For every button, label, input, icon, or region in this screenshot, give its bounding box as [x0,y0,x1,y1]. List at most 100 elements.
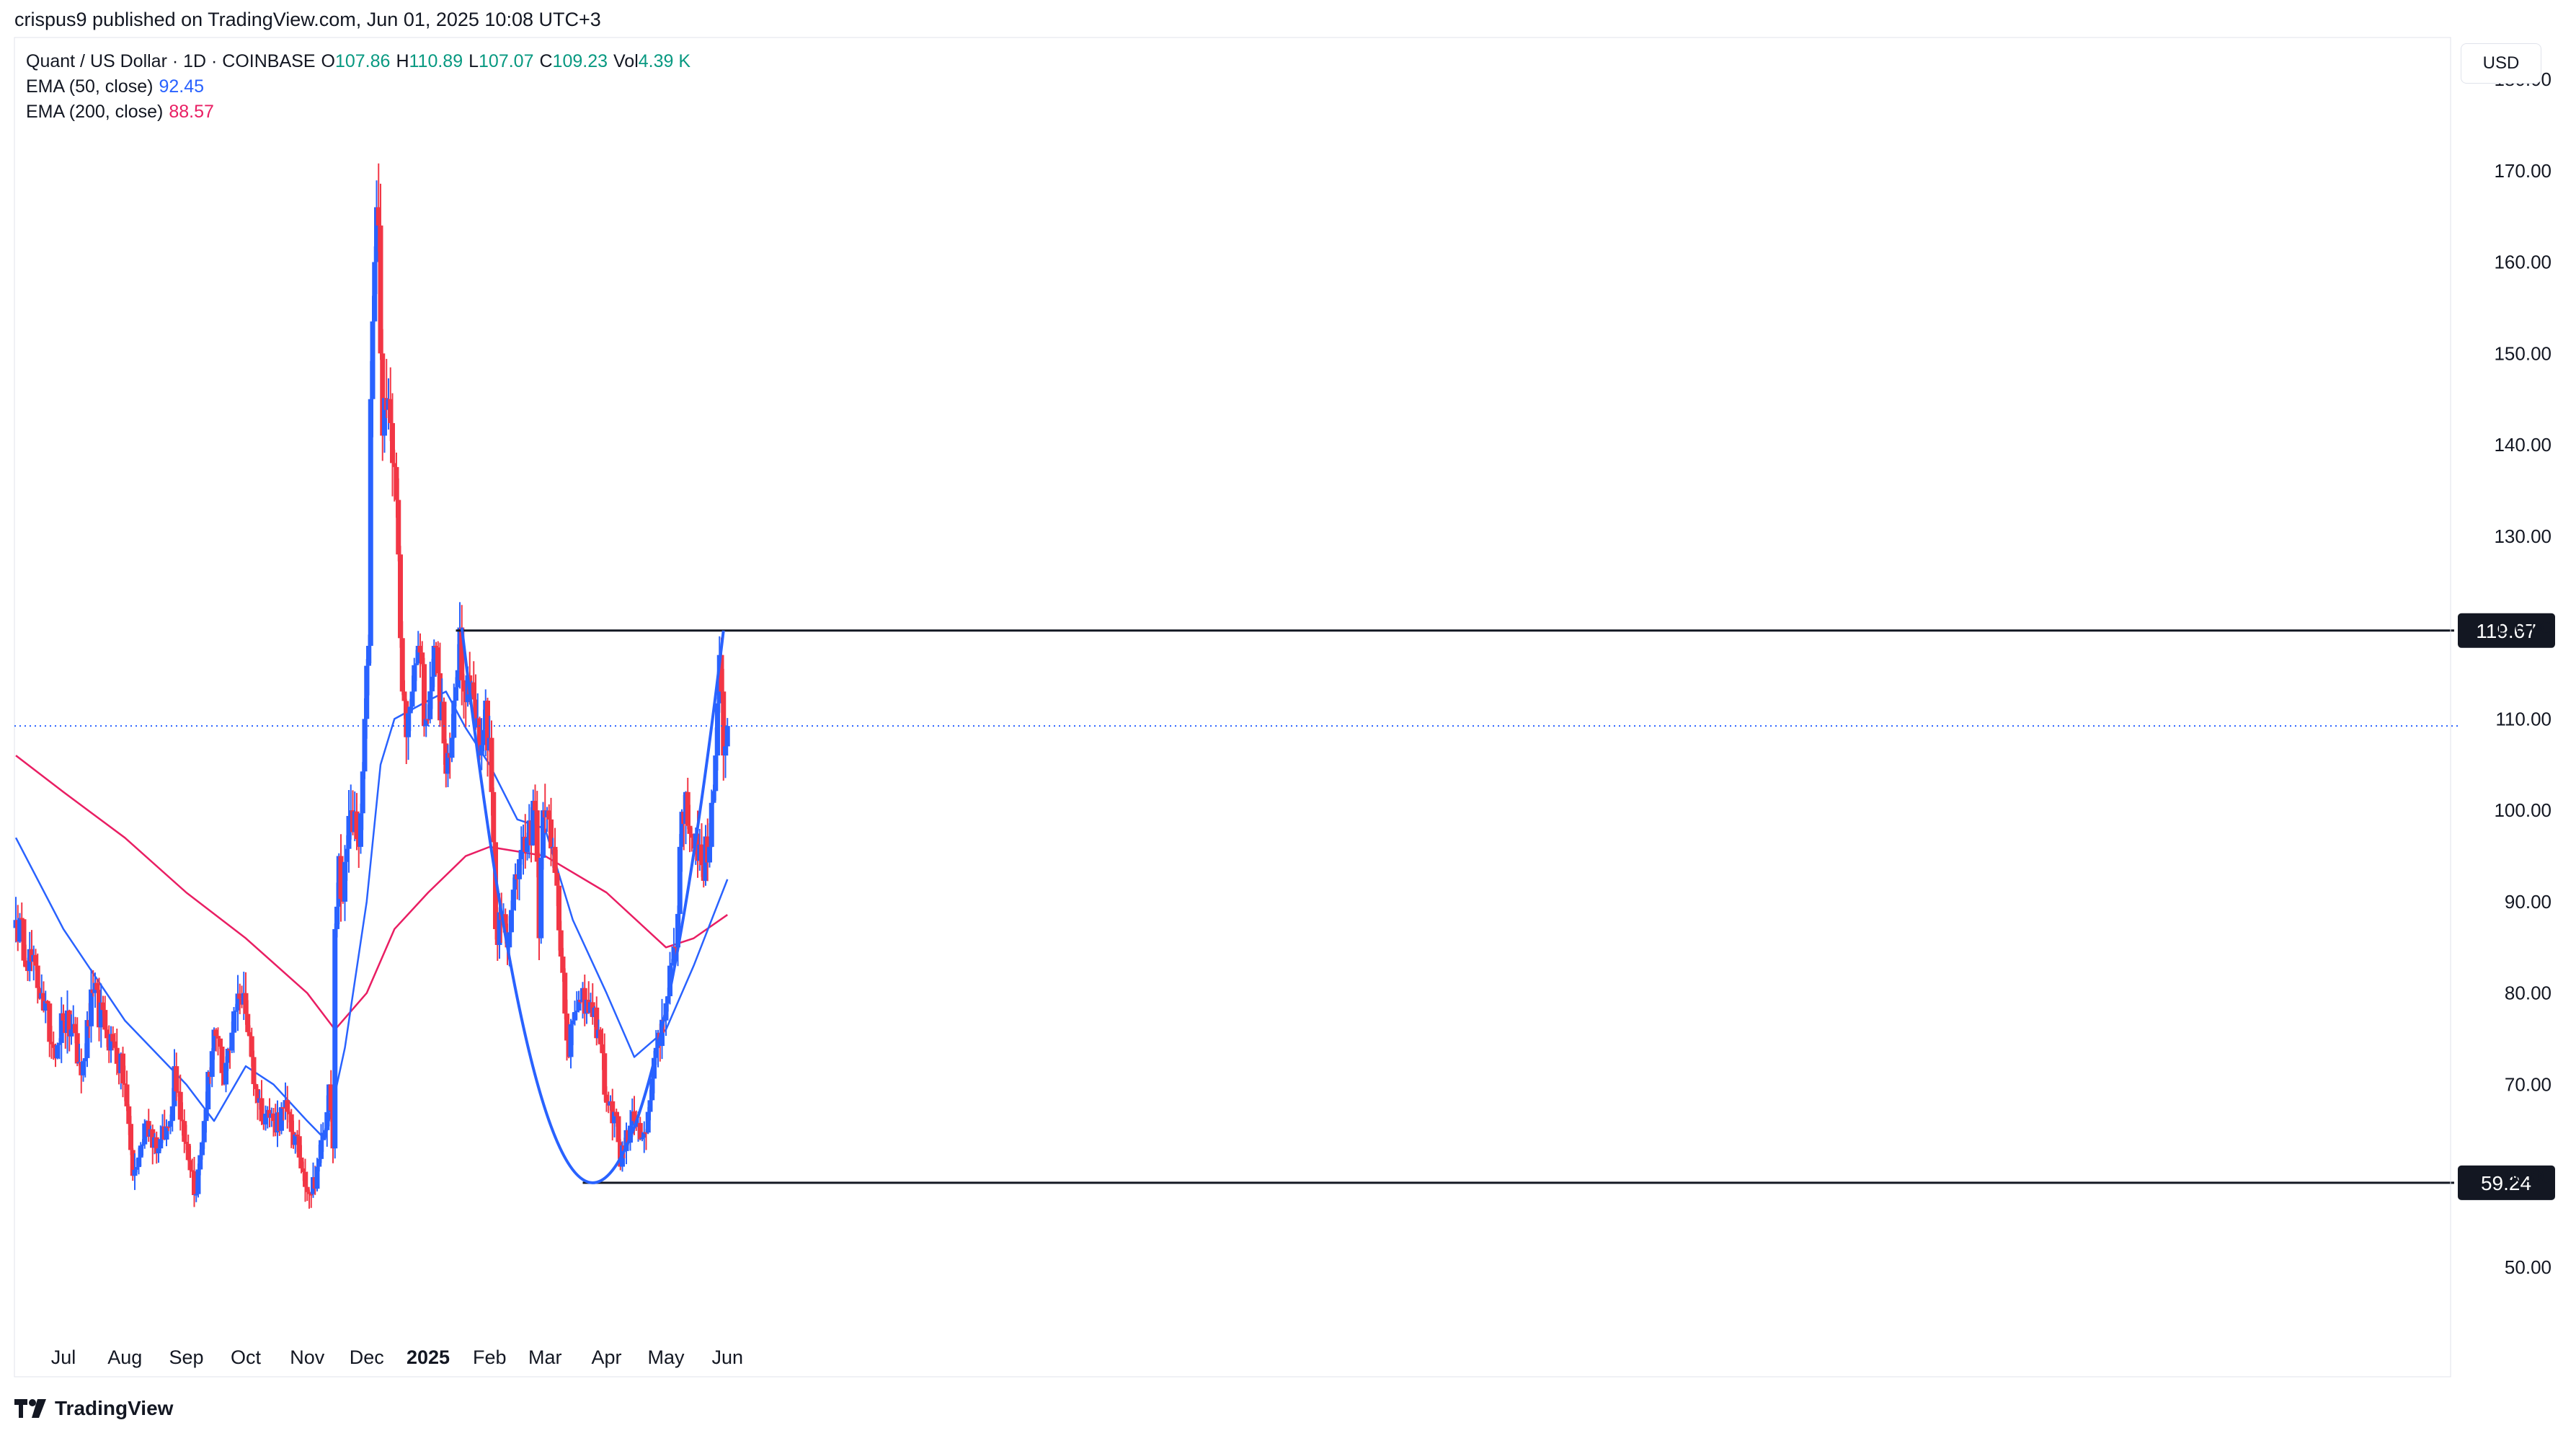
candle-body [370,321,376,399]
ema50-line [14,691,729,1140]
candle-body [320,1132,326,1140]
candle [74,1017,80,1067]
price-tick-label: 150.00 [2494,342,2551,364]
candle-body [124,1084,130,1106]
candle-body [412,665,417,692]
candle-body [190,1170,195,1172]
candle-body [213,1029,219,1037]
candle-body [35,965,40,988]
candle [644,1129,649,1150]
candle [602,1033,608,1102]
candle-body [378,225,383,354]
candle-body [382,398,387,436]
candle-body [192,1171,197,1195]
candle [55,1042,61,1060]
candle [306,1189,312,1209]
candle-body [613,1112,619,1117]
price-tick-label: 160.00 [2494,252,2551,273]
candle [263,1105,268,1131]
legend-ohlc-row: Quant / US Dollar · 1D · COINBASE O 107.8… [26,49,690,74]
open-value: 107.86 [334,51,391,71]
candle [192,1156,197,1207]
candle-body [489,737,494,792]
candle [138,1142,143,1167]
candle [89,969,94,1043]
candle-body [374,207,379,262]
candle-body [576,999,582,1011]
candle-body [293,1135,298,1145]
candle-body [364,665,370,719]
support-label: 59.24 [2481,1172,2531,1194]
candle-body [711,791,716,803]
candle-body [128,1124,133,1150]
candle-body [197,1155,203,1170]
candle [245,1000,251,1036]
candle-body [154,1137,159,1153]
candle-body [73,1024,78,1034]
candle-body [288,1114,294,1132]
candle-body [399,638,405,692]
candle-body [74,1033,80,1064]
candle-body [612,1112,617,1124]
candle-body [169,1106,175,1122]
candle-body [602,1053,608,1095]
candle-body [219,1046,225,1073]
candle-body [719,655,724,692]
time-tick-label: Apr [591,1347,621,1368]
legend: Quant / US Dollar · 1D · COINBASE O 107.8… [26,49,690,125]
candle-body [17,918,22,942]
candle-body [406,713,411,737]
candle-body [667,965,672,997]
candle [235,975,241,1032]
candle-body [50,1044,56,1048]
candle [255,1086,260,1120]
time-tick-label: Nov [290,1347,325,1368]
candle [399,621,405,696]
high-value: 110.89 [409,51,463,71]
candle-body [525,838,530,852]
annotations: 119.67 59.24 [456,613,2555,1200]
candle [19,902,25,921]
currency-button[interactable]: USD [2461,43,2541,84]
tradingview-logo-icon [14,1399,46,1418]
candle-body [425,719,431,721]
ema200-line [15,755,728,1031]
candle-body [723,746,728,756]
candle-body [303,1171,308,1187]
candle [49,1026,54,1059]
candle-body [594,1007,600,1039]
candle [572,1001,577,1026]
candle [154,1131,159,1164]
candle [225,1047,231,1071]
candle-body [217,1038,223,1047]
candle [132,1153,138,1190]
candle-body [195,1169,201,1194]
candle-body [66,1010,72,1037]
candle-body [679,812,685,847]
candle-body [45,1001,50,1004]
candle-body [709,802,714,847]
candle-body [182,1121,187,1143]
candle-body [280,1106,286,1109]
candle [723,740,728,778]
time-axis: Jul Aug Sep Oct Nov Dec 2025 Feb Mar Apr May Jun [51,1347,743,1368]
candle-body [164,1126,169,1140]
high-label: H [396,51,409,71]
candle-body [715,703,720,756]
candle [58,997,64,1063]
candle [715,697,720,771]
candle-body [47,1003,53,1042]
tradingview-brand: TradingView [55,1397,174,1419]
candle-body [130,1150,136,1176]
ema200-value: 88.57 [169,102,214,122]
candle-body [647,1100,653,1112]
candle [552,828,558,874]
candle [604,1086,609,1112]
candle-body [645,1112,651,1133]
candle-body [122,1083,128,1085]
candle-body [237,993,243,999]
candle [187,1145,193,1179]
grid [14,37,2451,1377]
price-tick-label: 130.00 [2494,525,2551,547]
